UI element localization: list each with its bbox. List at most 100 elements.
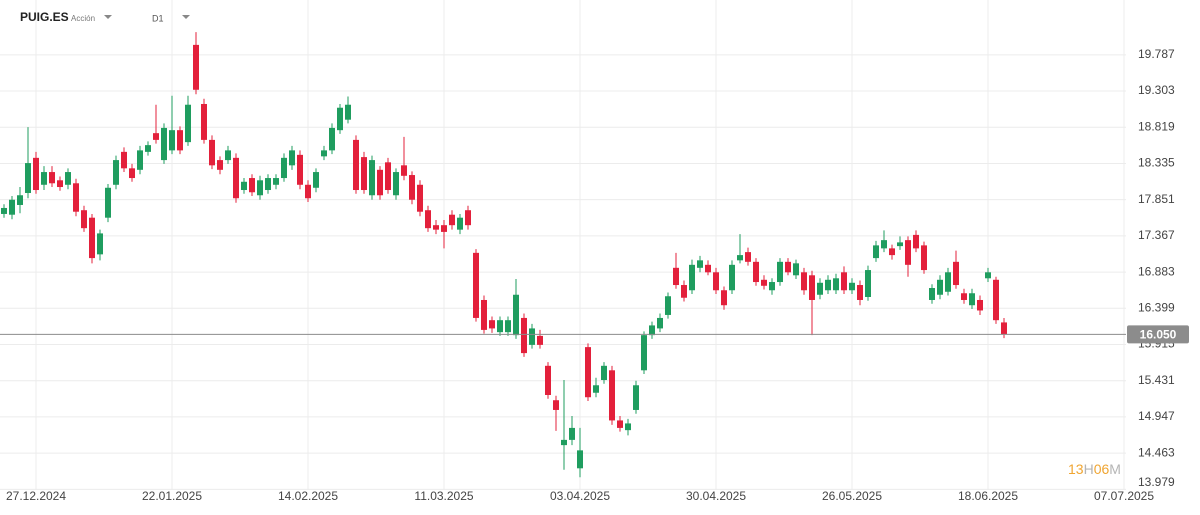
candle-body (281, 157, 287, 179)
candle-body (17, 195, 23, 205)
candle-body (729, 264, 735, 291)
candle-body (505, 320, 511, 333)
candle-body (41, 172, 47, 185)
candle-body (353, 139, 359, 191)
candle-body (225, 150, 231, 161)
countdown: 13H06M (1068, 461, 1121, 477)
candle-body (393, 172, 399, 196)
candle-body (809, 275, 815, 300)
candle-body (345, 104, 351, 120)
candle-body (977, 299, 983, 311)
candle-body (609, 370, 615, 421)
candle-body (857, 285, 863, 300)
overlay-layer: 19.787 19.303 18.819 18.335 17.851 17.367 16.8… (0, 47, 1189, 503)
candle-body (457, 217, 463, 230)
candle-body (145, 145, 151, 152)
candle-body (689, 264, 695, 291)
candle-body (833, 278, 839, 291)
candle-body (129, 168, 135, 179)
x-tick-label: 22.01.2025 (142, 489, 202, 503)
candle-body (705, 264, 711, 273)
candle-body (57, 180, 63, 188)
candle-body (929, 288, 935, 300)
candle-body (1, 207, 7, 214)
candle-body (1001, 322, 1007, 335)
candle-body (521, 317, 527, 354)
candle-body (273, 178, 279, 185)
candle-body (745, 252, 751, 262)
candle-body (305, 184, 311, 199)
candle-body (489, 320, 495, 329)
candle-body (545, 365, 551, 395)
x-tick-label: 07.07.2025 (1094, 489, 1154, 503)
candle-body (265, 178, 271, 191)
countdown-hours-unit: H (1084, 461, 1094, 477)
candle-body (137, 150, 143, 170)
candle-body (865, 270, 871, 297)
y-tick-label: 17.367 (1138, 228, 1175, 242)
candle-body (913, 234, 919, 249)
candle-body (697, 260, 703, 268)
candle-body (409, 175, 415, 200)
countdown-minutes-unit: M (1109, 461, 1121, 477)
candle-body (777, 261, 783, 283)
instrument-type[interactable]: Acción (71, 14, 95, 23)
candle-body (937, 279, 943, 295)
candle-body (449, 214, 455, 226)
candle-body (425, 210, 431, 229)
candle-body (577, 450, 583, 469)
candle-body (65, 172, 71, 185)
candle-body (49, 172, 55, 184)
candle-body (193, 44, 199, 90)
candle-body (297, 154, 303, 185)
candle-body (905, 240, 911, 265)
y-tick-label: 16.399 (1138, 300, 1175, 314)
grid-layer (0, 0, 1126, 490)
x-tick-label: 18.06.2025 (958, 489, 1018, 503)
y-tick-label: 18.819 (1138, 119, 1175, 133)
x-tick-label: 14.02.2025 (278, 489, 338, 503)
y-tick-label: 19.787 (1138, 47, 1175, 61)
candle-body (153, 133, 159, 140)
candle-body (289, 150, 295, 166)
candle-body (641, 335, 647, 371)
dropdown-arrow[interactable] (182, 15, 190, 19)
symbol[interactable]: PUIG.ES (20, 10, 69, 24)
x-tick-label: 26.05.2025 (822, 489, 882, 503)
candle-body (769, 282, 775, 291)
candle-body (673, 267, 679, 286)
candle-body (529, 328, 535, 345)
candle-body (313, 172, 319, 188)
candle-body (481, 299, 487, 330)
candle-body (897, 242, 903, 247)
candle-body (945, 272, 951, 292)
x-tick-label: 27.12.2024 (6, 489, 66, 503)
candle-body (561, 439, 567, 446)
candle-body (625, 423, 631, 431)
candle-body (161, 127, 167, 161)
candle-body (585, 347, 591, 398)
x-tick-label: 30.04.2025 (686, 489, 746, 503)
candle-body (681, 285, 687, 298)
candle-body (617, 420, 623, 428)
candle-body (257, 180, 263, 196)
candle-body (737, 255, 743, 261)
candle-body (873, 245, 879, 259)
candle-body (649, 325, 655, 336)
candle-body (337, 107, 343, 131)
candle-body (377, 169, 383, 196)
candle-body (961, 293, 967, 300)
timeframe[interactable]: D1 (152, 13, 164, 23)
dropdown-arrow[interactable] (104, 15, 112, 19)
candle-body (713, 272, 719, 291)
y-tick-label: 14.463 (1138, 445, 1175, 459)
candle-body (793, 263, 799, 276)
candle-body (9, 199, 15, 215)
candle-body (985, 272, 991, 279)
last-price-label: 16.050 (1140, 328, 1177, 342)
x-tick-label: 03.04.2025 (550, 489, 610, 503)
candle-body (201, 103, 207, 140)
